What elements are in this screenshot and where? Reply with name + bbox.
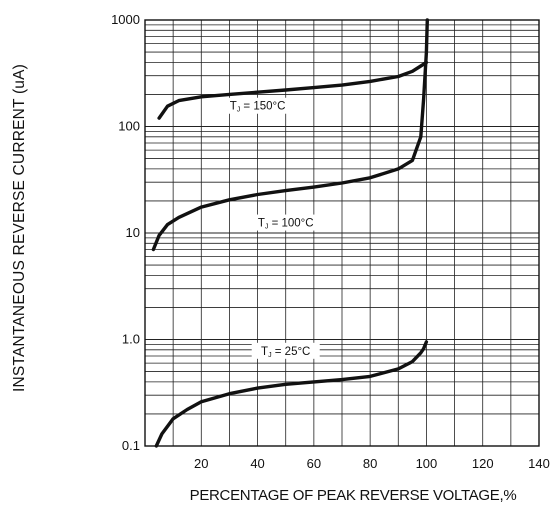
y-axis-ticks: 0.1 1.0 10 100 1000 xyxy=(111,12,140,453)
series-label-text: TJ = 25°C xyxy=(261,346,310,359)
series-label: TJ = 100°C xyxy=(251,214,320,231)
y-tick-label: 100 xyxy=(118,119,140,134)
series-label-subscript: J xyxy=(268,352,272,359)
x-tick-label: 60 xyxy=(307,456,321,471)
series-line xyxy=(151,18,429,252)
series-label-background xyxy=(251,214,320,231)
series-label-rest: = 150°C xyxy=(240,101,285,113)
series-label-subscript: J xyxy=(237,107,241,114)
y-tick-label: 10 xyxy=(126,225,140,240)
series-label-background xyxy=(251,342,320,359)
x-tick-label: 40 xyxy=(250,456,264,471)
x-tick-label: 140 xyxy=(528,456,550,471)
series-label-subscript: J xyxy=(265,224,269,231)
series-label-text: TJ = 100°C xyxy=(258,218,314,231)
chart-series xyxy=(151,18,429,448)
x-tick-label: 20 xyxy=(194,456,208,471)
series-line xyxy=(154,340,429,448)
series-label-main: T xyxy=(230,101,237,113)
x-axis-title: PERCENTAGE OF PEAK REVERSE VOLTAGE,% xyxy=(190,487,517,504)
series-labels: TJ = 150°CTJ = 100°CTJ = 25°C xyxy=(223,97,320,359)
series-label-main: T xyxy=(261,346,268,358)
series-label: TJ = 25°C xyxy=(251,342,320,359)
series-label-rest: = 100°C xyxy=(268,218,313,230)
chart-grid xyxy=(145,20,539,446)
y-axis-title: INSTANTANEOUS REVERSE CURRENT (uA) xyxy=(11,64,28,392)
series-label-text: TJ = 150°C xyxy=(230,101,286,114)
series-label: TJ = 150°C xyxy=(223,97,292,114)
series-line xyxy=(157,60,429,120)
y-tick-label: 0.1 xyxy=(122,438,140,453)
x-axis-ticks: 20 40 60 80 100 120 140 xyxy=(194,456,550,471)
x-tick-label: 100 xyxy=(416,456,438,471)
y-tick-label: 1000 xyxy=(111,12,140,27)
y-tick-label: 1.0 xyxy=(122,332,140,347)
series-label-rest: = 25°C xyxy=(272,346,311,358)
x-tick-label: 80 xyxy=(363,456,377,471)
x-tick-label: 120 xyxy=(472,456,494,471)
plot-frame xyxy=(144,19,540,447)
series-label-background xyxy=(223,97,292,114)
series-label-main: T xyxy=(258,218,265,230)
